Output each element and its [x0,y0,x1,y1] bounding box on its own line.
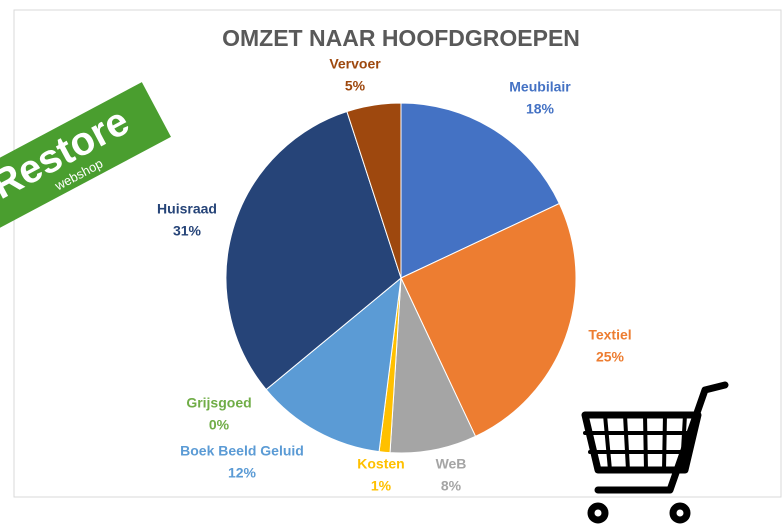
category-label: Meubilair [509,79,571,95]
category-label: Kosten [357,456,404,472]
value-label: 1% [371,478,392,494]
category-label: Huisraad [157,201,217,217]
chart-title: OMZET NAAR HOOFDGROEPEN [222,25,580,51]
category-label: Grijsgoed [186,395,251,411]
pie-slice [346,102,402,279]
cart-icon [581,381,729,524]
pie-slice [265,276,402,453]
value-label: 8% [441,478,462,494]
value-label: 25% [596,349,625,365]
logo-band [0,82,171,236]
category-label: Vervoer [329,56,381,72]
value-label: 18% [526,101,555,117]
pie-slice [400,102,561,279]
category-label: WeB [436,456,467,472]
value-label: 12% [228,465,257,481]
category-label: Textiel [588,327,631,343]
value-label: 31% [173,223,202,239]
category-label: Boek Beeld Geluid [180,443,304,459]
value-label: 5% [345,78,366,94]
pie-slice [400,202,577,438]
pie-slice [225,110,402,391]
value-label: 0% [209,417,230,433]
